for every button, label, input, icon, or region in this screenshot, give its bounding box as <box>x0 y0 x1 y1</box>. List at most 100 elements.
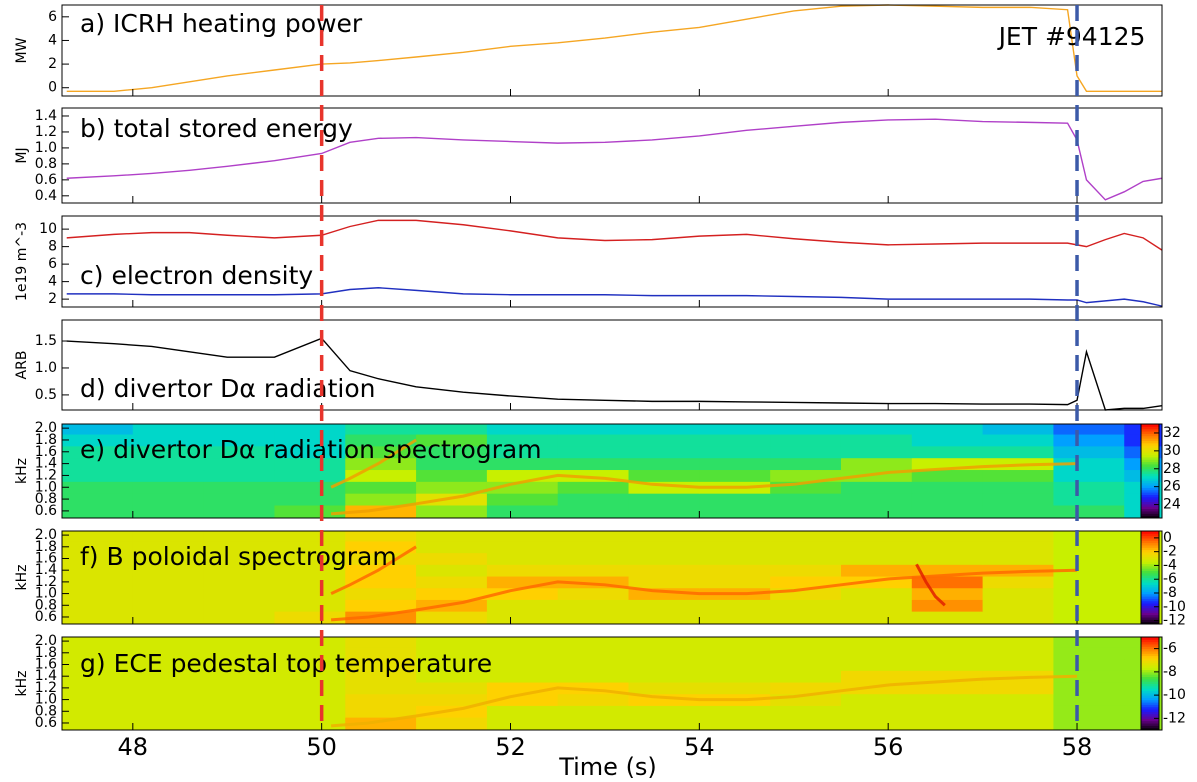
heatmap-cell <box>770 540 842 554</box>
colorbar-tick-label: -4 <box>1163 557 1177 573</box>
heatmap-cell <box>840 646 913 660</box>
heatmap-cell <box>628 658 700 671</box>
heatmap-cell <box>699 445 771 459</box>
heatmap-cell <box>1053 658 1125 671</box>
colorbar-cell <box>1141 435 1159 439</box>
heatmap-cell <box>840 670 913 683</box>
heatmap-cell <box>416 531 488 542</box>
heatmap-cell <box>203 717 275 731</box>
colorbar-cell <box>1141 685 1159 689</box>
heatmap-cell <box>274 457 346 471</box>
heatmap-cell <box>982 424 1054 435</box>
heatmap-cell <box>62 434 134 447</box>
heatmap-cell <box>345 717 417 731</box>
colorbar-cell <box>1141 482 1159 486</box>
heatmap-cell <box>557 646 630 660</box>
heatmap-cell <box>840 717 913 731</box>
heatmap-cell <box>62 637 134 648</box>
heatmap-cell <box>132 705 205 718</box>
heatmap-cell <box>628 493 700 506</box>
colorbar-cell <box>1141 690 1159 694</box>
heatmap-cell <box>840 587 913 600</box>
heatmap-cell <box>416 670 488 683</box>
heatmap-cell <box>770 658 842 671</box>
y-tick-label: 1.0 <box>35 140 57 156</box>
colorbar-cell <box>1141 568 1159 572</box>
colorbar-cell <box>1141 485 1159 488</box>
heatmap-cell <box>62 552 134 565</box>
heatmap-cell <box>840 457 913 471</box>
colorbar-tick-label: 26 <box>1163 479 1181 495</box>
heatmap-cell <box>840 658 913 671</box>
heatmap-cell <box>770 531 842 542</box>
heatmap-cell <box>628 434 700 447</box>
y-tick-label: 4 <box>48 274 57 290</box>
heatmap-cell <box>274 611 346 625</box>
colorbar-cell <box>1141 456 1159 460</box>
heatmap-cell <box>1053 646 1125 660</box>
colorbar-cell <box>1141 542 1159 546</box>
heatmap-cell <box>203 493 275 506</box>
heatmap-cell <box>345 693 417 706</box>
heatmap-cell <box>628 457 700 471</box>
heatmap-cell <box>416 637 488 648</box>
y-axis-label: kHz <box>14 565 30 591</box>
colorbar-cell <box>1141 468 1159 472</box>
colorbar-cell <box>1141 551 1159 555</box>
spectral-ridge <box>915 563 946 607</box>
heatmap-cell <box>62 658 134 671</box>
colorbar-cell <box>1141 499 1159 503</box>
y-tick-label: 0.8 <box>35 156 57 172</box>
heatmap-cell <box>911 540 984 554</box>
heatmap-cell <box>486 599 559 612</box>
heatmap-cell <box>203 599 275 612</box>
spectral-ridge <box>330 545 417 595</box>
colorbar-cell <box>1141 424 1159 427</box>
colorbar-cell <box>1141 621 1159 625</box>
heatmap-cell <box>557 540 630 554</box>
heatmap-cell <box>132 658 205 671</box>
heatmap-cell <box>203 540 275 554</box>
x-tick-label: 48 <box>118 733 149 761</box>
heatmap-cell <box>557 504 630 519</box>
colorbar-cell <box>1141 610 1159 613</box>
heatmap-cell <box>699 540 771 554</box>
heatmap-cell <box>132 481 205 494</box>
colorbar-cell <box>1141 711 1159 715</box>
colorbar-cell <box>1141 612 1159 616</box>
y-tick-label: 4 <box>48 32 57 48</box>
y-tick-label: 2 <box>48 291 57 307</box>
heatmap-cell <box>203 469 275 482</box>
colorbar-cell <box>1141 637 1159 640</box>
heatmap-cell <box>132 611 205 625</box>
heatmap-cell <box>274 658 346 671</box>
colorbar-cell <box>1141 428 1159 432</box>
heatmap-cell <box>770 564 842 577</box>
y-tick-label: 1.6 <box>35 444 57 460</box>
heatmap-cell <box>982 445 1054 459</box>
y-tick-label: 0.6 <box>35 503 57 519</box>
heatmap-cell <box>132 493 205 506</box>
heatmap-cell <box>699 469 771 482</box>
heatmap-cell <box>132 717 205 731</box>
heatmap-cell <box>982 646 1054 660</box>
heatmap-cell <box>982 481 1054 494</box>
heatmap-cell <box>982 576 1054 589</box>
heatmap-cell <box>416 504 488 519</box>
colorbar-cell <box>1141 718 1159 722</box>
heatmap-cell <box>274 717 346 731</box>
heatmap-cell <box>62 576 134 589</box>
y-axis-label: ARB <box>14 351 30 380</box>
heatmap-cell <box>62 717 134 731</box>
heatmap-cell <box>699 552 771 565</box>
heatmap-cell <box>1053 670 1125 683</box>
heatmap-cell <box>699 705 771 718</box>
heatmap-cell <box>840 611 913 625</box>
heatmap-cell <box>840 552 913 565</box>
colorbar-cell <box>1141 723 1159 726</box>
heatmap-cell <box>1053 493 1125 506</box>
heatmap-cell <box>628 611 700 625</box>
heatmap-cell <box>982 531 1054 542</box>
heatmap-cell <box>840 599 913 612</box>
heatmap-cell <box>557 611 630 625</box>
